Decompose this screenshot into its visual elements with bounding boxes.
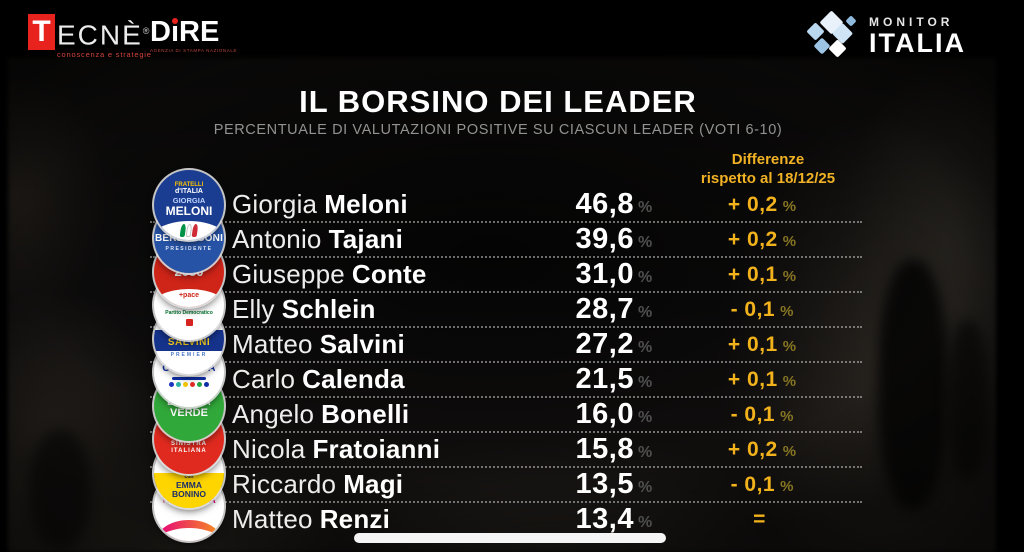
- leader-row: Matteo Renzi 13,4 % =: [150, 503, 862, 536]
- leader-row: Matteo Salvini 27,2 % + 0,1%: [150, 328, 862, 363]
- tricolor-flame-icon: [179, 224, 199, 237]
- percent-symbol: %: [638, 198, 653, 216]
- leader-value: 13,4: [575, 503, 634, 535]
- leader-last-name: Calenda: [302, 364, 405, 394]
- leader-diff: + 0,1: [727, 262, 778, 286]
- leader-first-name: Antonio: [232, 224, 322, 254]
- leader-value: 15,8: [575, 433, 634, 465]
- leader-row: Angelo Bonelli 16,0 % - 0,1%: [150, 398, 862, 433]
- leader-diff: + 0,2: [727, 192, 778, 216]
- leader-last-name: Salvini: [319, 329, 405, 359]
- tecne-logo-box: T: [28, 14, 55, 50]
- diff-percent-symbol: %: [780, 407, 794, 425]
- leader-value: 31,0: [575, 258, 634, 290]
- page-title: IL BORSINO DEI LEADER: [299, 84, 697, 119]
- registered-mark: ®: [142, 26, 150, 36]
- percent-symbol: %: [638, 233, 653, 251]
- leader-diff: - 0,1: [730, 402, 776, 426]
- leader-last-name: Tajani: [328, 224, 403, 254]
- leader-value: 16,0: [575, 398, 634, 430]
- leader-diff: + 0,2: [727, 227, 778, 251]
- video-progress-bar[interactable]: [354, 533, 666, 543]
- percent-symbol: %: [638, 408, 653, 426]
- percent-symbol: %: [638, 338, 653, 356]
- diff-percent-symbol: %: [782, 337, 797, 355]
- leader-row: Giorgia Meloni 46,8 % + 0,2%: [150, 188, 862, 223]
- leader-first-name: Matteo: [232, 504, 313, 534]
- leader-diff: + 0,1: [727, 367, 778, 391]
- diff-percent-symbol: %: [780, 302, 794, 320]
- leader-diff: =: [753, 507, 766, 531]
- diff-column-header: Differenze rispetto al 18/12/25: [668, 150, 868, 188]
- leader-last-name: Magi: [343, 469, 404, 499]
- tecne-logo: T ECNÈ® conoscenza e strategie: [28, 14, 152, 59]
- diff-percent-symbol: %: [782, 372, 797, 390]
- leader-last-name: Conte: [351, 259, 427, 289]
- percent-symbol: %: [638, 303, 653, 321]
- leader-row: Giuseppe Conte 31,0 % + 0,1%: [150, 258, 862, 293]
- fratelli-ditalia-logo: FRATELLI d'ITALIA GIORGIA MELONI: [154, 170, 224, 240]
- diff-percent-symbol: %: [782, 442, 797, 460]
- leader-row: Carlo Calenda 21,5 % + 0,1%: [150, 363, 862, 398]
- leader-first-name: Matteo: [232, 329, 313, 359]
- percent-symbol: %: [638, 443, 653, 461]
- diff-percent-symbol: %: [782, 232, 797, 250]
- pink-orange-swoosh: [154, 520, 224, 541]
- leader-row: Elly Schlein 28,7 % - 0,1%: [150, 293, 862, 328]
- dire-re: RE: [179, 16, 220, 48]
- leader-first-name: Angelo: [232, 399, 315, 429]
- diff-percent-symbol: %: [780, 477, 794, 495]
- cubes-icon: [806, 10, 859, 60]
- tecne-logo-text: ECNÈ® conoscenza e strategie: [57, 14, 152, 59]
- leader-row: Nicola Fratoianni 15,8 % + 0,2%: [150, 433, 862, 468]
- italia-label: ITALIA: [869, 27, 966, 58]
- leader-first-name: Giorgia: [232, 189, 318, 219]
- diff-header-line1: Differenze: [731, 151, 805, 168]
- diff-header-line2: rispetto al 18/12/25: [700, 170, 836, 187]
- leaders-list: Giorgia Meloni 46,8 % + 0,2% Antonio Tajan…: [150, 188, 862, 535]
- pd-red-square: [185, 318, 193, 326]
- leader-last-name: Bonelli: [321, 399, 410, 429]
- coalition-dots: [169, 381, 209, 387]
- leader-last-name: Renzi: [319, 504, 391, 534]
- leader-row: Antonio Tajani 39,6 % + 0,2%: [150, 223, 862, 258]
- tecne-name: ECNÈ: [57, 19, 143, 51]
- leader-first-name: Nicola: [232, 434, 306, 464]
- leader-diff: + 0,1: [727, 332, 778, 356]
- leader-last-name: Meloni: [324, 189, 408, 219]
- monitor-italia-logo: MONITOR ITALIA: [806, 10, 966, 60]
- page-subtitle: PERCENTUALE DI VALUTAZIONI POSITIVE SU C…: [213, 122, 783, 138]
- leader-value: 28,7: [575, 293, 634, 325]
- monitor-label: MONITOR: [869, 14, 954, 29]
- percent-symbol: %: [638, 513, 653, 531]
- leader-first-name: Giuseppe: [232, 259, 345, 289]
- leader-value: 39,6: [575, 223, 634, 255]
- leader-row: Riccardo Magi 13,5 % - 0,1%: [150, 468, 862, 503]
- percent-symbol: %: [638, 478, 653, 496]
- leader-first-name: Elly: [232, 294, 275, 324]
- leader-value: 27,2: [575, 328, 634, 360]
- percent-symbol: %: [638, 268, 653, 286]
- leader-diff: + 0,2: [727, 437, 778, 461]
- leader-first-name: Carlo: [232, 364, 296, 394]
- leader-diff: - 0,1: [730, 297, 776, 321]
- leader-last-name: Fratoianni: [312, 434, 441, 464]
- leader-diff: - 0,1: [730, 472, 776, 496]
- leader-last-name: Schlein: [281, 294, 376, 324]
- diff-percent-symbol: %: [782, 197, 797, 215]
- dire-red-dot: [171, 18, 178, 24]
- percent-symbol: %: [638, 373, 653, 391]
- diff-percent-symbol: %: [782, 267, 797, 285]
- dire-tagline: AGENZIA DI STAMPA NAZIONALE: [150, 48, 238, 53]
- dire-i: ı: [170, 16, 180, 48]
- leader-first-name: Riccardo: [232, 469, 337, 499]
- tecne-t: T: [32, 15, 51, 48]
- dire-d: D: [150, 16, 171, 48]
- tecne-tagline: conoscenza e strategie: [57, 50, 152, 60]
- leader-value: 46,8: [575, 188, 634, 220]
- leader-value: 13,5: [575, 468, 634, 500]
- leader-value: 21,5: [575, 363, 634, 395]
